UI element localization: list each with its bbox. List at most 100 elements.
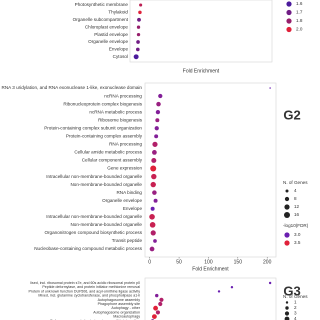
y-tick-label: Gene expression (107, 166, 142, 171)
y-tick-label: Envelope (109, 47, 129, 52)
y-tick-label: RNA 3 uridylation, and RNA exonuclease 1… (2, 85, 143, 90)
color-legend-label: 1.6 (296, 1, 303, 6)
dot (150, 230, 156, 236)
dot (268, 281, 272, 285)
y-tick-label: Ribonucleoprotein complex biogenesis (63, 101, 142, 106)
y-tick-label: Autophagosome assembly (98, 298, 141, 302)
color-legend-dot (284, 232, 290, 238)
dot (155, 310, 161, 315)
dot (149, 213, 155, 220)
plot-frame (144, 82, 277, 258)
y-tick-label: Macroautophagy (113, 315, 140, 319)
color-legend-label: 1.7 (296, 10, 303, 15)
plot-frame (129, 0, 273, 63)
size-legend-dot (284, 196, 290, 202)
y-tick-label: Non-membrane-bounded organelle (70, 222, 142, 227)
dot (153, 305, 158, 311)
x-tick-label: 150 (234, 259, 243, 265)
y-tick-label: Cellular amide metabolic process (74, 150, 142, 155)
size-legend-dot (285, 306, 289, 310)
size-legend-label: 16 (294, 212, 300, 217)
dot (150, 181, 156, 188)
y-tick-label: Intracellular non-membrane-bounded organ… (46, 174, 142, 179)
dot (158, 301, 163, 307)
dot (136, 40, 140, 44)
x-axis-title: Fold Enrichment (183, 68, 220, 74)
dot (136, 32, 141, 37)
dot (149, 246, 155, 252)
y-tick-label: Organelle envelope (102, 198, 142, 203)
x-axis-title: Fold Enrichment (192, 266, 229, 272)
panel-label: G3 (283, 283, 300, 298)
y-tick-label: Protein-containing complex subunit organ… (44, 125, 142, 130)
y-tick-label: Plastid envelope (94, 32, 128, 37)
y-tick-label: RNA processing (109, 142, 142, 147)
y-tick-label: Phagophore assembly site (98, 302, 140, 306)
y-tick-label: Envelope (123, 206, 143, 211)
size-legend-dot (284, 316, 290, 320)
dot (230, 286, 234, 289)
color-legend-dot (286, 18, 292, 24)
dot (269, 87, 271, 89)
y-tick-label: Mixed, incl. glutamine cyclotransferase,… (38, 294, 140, 298)
dot (149, 222, 156, 228)
color-legend-dot (286, 1, 292, 7)
y-tick-label: Cellular component assembly (82, 158, 143, 163)
dot (158, 93, 163, 99)
size-legend-label: 4 (294, 188, 297, 193)
dot (155, 110, 161, 115)
dot (159, 297, 164, 302)
size-legend-dot (284, 204, 290, 210)
dot (137, 17, 141, 22)
dot (154, 126, 159, 131)
color-legend-dot (286, 26, 292, 33)
x-tick-label: 200 (263, 259, 272, 265)
plot-frame (144, 277, 277, 320)
size-legend-title: N. of Genes (283, 180, 308, 185)
size-legend-label: 8 (294, 196, 297, 201)
dot (151, 314, 157, 319)
y-tick-label: Organelle subcompartment (73, 17, 129, 22)
size-legend-label: 4 (294, 316, 297, 320)
y-tick-label: Chloroplast envelope (85, 24, 129, 29)
y-tick-label: Peptide deformylase, and protein initiat… (42, 285, 140, 289)
color-legend-title: -log10(FDR) (283, 223, 309, 228)
y-tick-label: Autophagosome organization (93, 310, 140, 314)
y-tick-label: ncRNA metabolic process (89, 109, 142, 114)
dot (153, 198, 158, 203)
dot (151, 173, 157, 180)
y-tick-label: Defense response to bacterium, incompati… (50, 319, 140, 320)
y-tick-label: Non-membrane-bounded organelle (70, 182, 142, 187)
dot (150, 165, 157, 172)
y-tick-label: Photosynthetic membrane (75, 2, 129, 7)
y-tick-label: Nucleobase-containing compound metabolic… (34, 246, 142, 251)
y-tick-label: Intracellular non-membrane-bounded organ… (46, 214, 142, 219)
color-legend-label: 3.0 (294, 232, 301, 237)
size-legend-dot (285, 189, 289, 193)
y-tick-label: Ribosome biogenesis (98, 117, 143, 122)
size-legend-dot (285, 301, 289, 304)
size-legend-label: 1 (294, 300, 297, 305)
x-tick-label: 50 (176, 259, 182, 265)
dot (217, 290, 221, 293)
panel-label: G2 (283, 107, 300, 122)
dot (152, 190, 157, 195)
y-tick-label: Organonitrogen compound biosynthetic pro… (44, 230, 142, 235)
y-tick-label: lised, incl. ribosomal protein s7e, and … (30, 281, 140, 285)
dot (155, 118, 160, 123)
dot (153, 239, 157, 243)
x-tick-label: 100 (204, 259, 213, 265)
dot (152, 141, 158, 147)
x-tick-label: 0 (148, 259, 151, 265)
y-tick-label: Protein of unknown function DUF506, and … (29, 289, 141, 293)
y-tick-label: Thylakoid (108, 10, 128, 15)
dot (150, 206, 155, 211)
dot (139, 3, 143, 7)
dot (135, 47, 140, 52)
y-tick-label: ncRNA processing (104, 93, 142, 98)
size-legend-title: N. of Genes (283, 294, 308, 299)
dot (136, 25, 141, 29)
size-legend-dot (284, 212, 290, 218)
